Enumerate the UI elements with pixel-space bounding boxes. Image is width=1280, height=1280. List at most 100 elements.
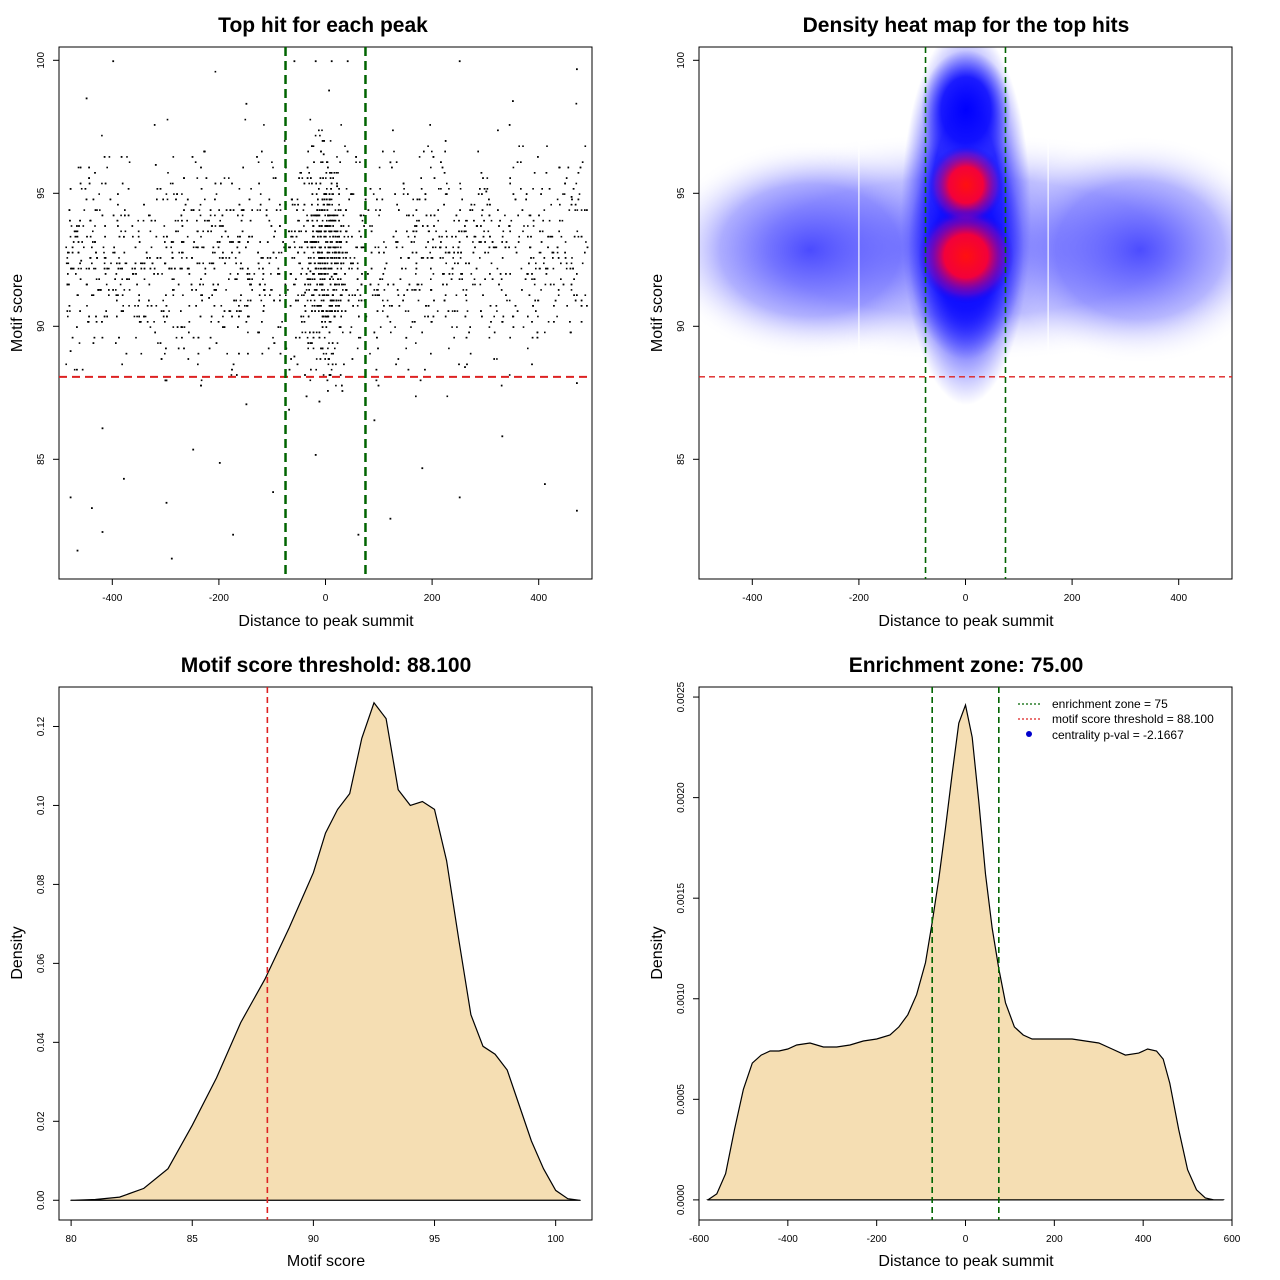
scatter-point	[68, 283, 70, 286]
scatter-point	[330, 310, 333, 312]
scatter-point	[381, 198, 384, 201]
scatter-point	[330, 182, 333, 185]
scatter-point	[584, 145, 587, 147]
panel1-points	[65, 60, 589, 560]
scatter-point	[377, 283, 380, 286]
scatter-point	[288, 230, 290, 233]
scatter-point	[102, 246, 105, 249]
scatter-point	[165, 246, 168, 249]
scatter-point	[226, 352, 228, 355]
scatter-point	[263, 289, 266, 291]
scatter-point	[360, 283, 363, 286]
scatter-point	[272, 251, 275, 254]
scatter-point	[295, 299, 297, 302]
scatter-point	[181, 219, 183, 222]
scatter-point	[328, 203, 331, 206]
scatter-point	[319, 358, 322, 360]
scatter-point	[411, 321, 414, 323]
scatter-point	[207, 230, 209, 233]
scatter-point	[392, 283, 395, 286]
scatter-point	[217, 283, 219, 286]
scatter-point	[543, 257, 546, 259]
scatter-point	[537, 156, 539, 158]
scatter-point	[247, 352, 249, 355]
scatter-point	[325, 310, 328, 312]
scatter-point	[431, 150, 433, 153]
scatter-point	[134, 246, 137, 249]
scatter-point	[314, 246, 316, 249]
scatter-point	[338, 326, 341, 328]
scatter-point	[242, 209, 245, 211]
scatter-point	[334, 235, 337, 238]
scatter-point	[356, 278, 359, 280]
scatter-point	[237, 241, 240, 243]
scatter-point	[350, 326, 353, 328]
scatter-point	[557, 289, 560, 291]
scatter-point	[502, 230, 505, 233]
scatter-point	[336, 267, 339, 270]
scatter-point	[371, 225, 373, 227]
scatter-point	[299, 262, 301, 265]
panel2-xtick-label: 400	[1170, 593, 1187, 604]
scatter-point	[311, 219, 314, 222]
scatter-point	[509, 230, 511, 233]
scatter-point	[336, 156, 338, 158]
scatter-point	[324, 246, 326, 249]
panel1-title: Top hit for each peak	[218, 14, 428, 37]
scatter-point	[303, 203, 306, 206]
scatter-point	[233, 299, 235, 302]
scatter-point	[531, 278, 533, 280]
scatter-point	[518, 145, 520, 147]
scatter-point	[128, 161, 131, 163]
scatter-point	[162, 310, 165, 312]
scatter-point	[454, 262, 456, 265]
scatter-point	[377, 246, 380, 249]
scatter-point	[204, 267, 207, 270]
scatter-point	[95, 321, 98, 323]
scatter-point	[533, 278, 535, 280]
scatter-point	[374, 246, 377, 249]
scatter-point	[253, 273, 256, 275]
scatter-point	[552, 267, 555, 270]
scatter-point	[165, 501, 168, 504]
scatter-point	[238, 241, 241, 243]
scatter-point	[425, 305, 427, 307]
scatter-point	[247, 315, 249, 318]
scatter-point	[577, 235, 580, 238]
scatter-point	[165, 294, 167, 296]
scatter-point	[131, 267, 134, 270]
scatter-point	[298, 230, 300, 233]
scatter-point	[453, 219, 455, 222]
scatter-point	[77, 294, 79, 296]
scatter-point	[337, 172, 339, 174]
panel1-ylabel: Motif score	[9, 274, 26, 352]
scatter-point	[108, 267, 110, 270]
scatter-point	[327, 347, 329, 350]
scatter-point	[288, 408, 290, 411]
scatter-point	[114, 278, 116, 280]
scatter-point	[266, 257, 269, 259]
scatter-point	[346, 251, 348, 254]
scatter-point	[104, 235, 106, 238]
scatter-point	[437, 219, 439, 222]
scatter-point	[223, 310, 226, 312]
scatter-point	[333, 172, 336, 174]
scatter-point	[573, 235, 576, 238]
scatter-point	[95, 251, 97, 254]
scatter-point	[214, 70, 217, 73]
scatter-point	[335, 172, 338, 174]
scatter-point	[327, 294, 330, 296]
scatter-point	[330, 275, 333, 278]
scatter-point	[256, 156, 258, 158]
scatter-point	[466, 235, 468, 238]
scatter-point	[204, 219, 206, 222]
panel2-ylabel: Motif score	[649, 274, 666, 352]
scatter-point	[502, 315, 505, 318]
scatter-point	[369, 225, 371, 227]
scatter-point	[332, 278, 334, 280]
scatter-point	[244, 305, 246, 307]
scatter-point	[447, 251, 450, 254]
scatter-point	[325, 230, 327, 233]
scatter-point	[279, 299, 281, 302]
